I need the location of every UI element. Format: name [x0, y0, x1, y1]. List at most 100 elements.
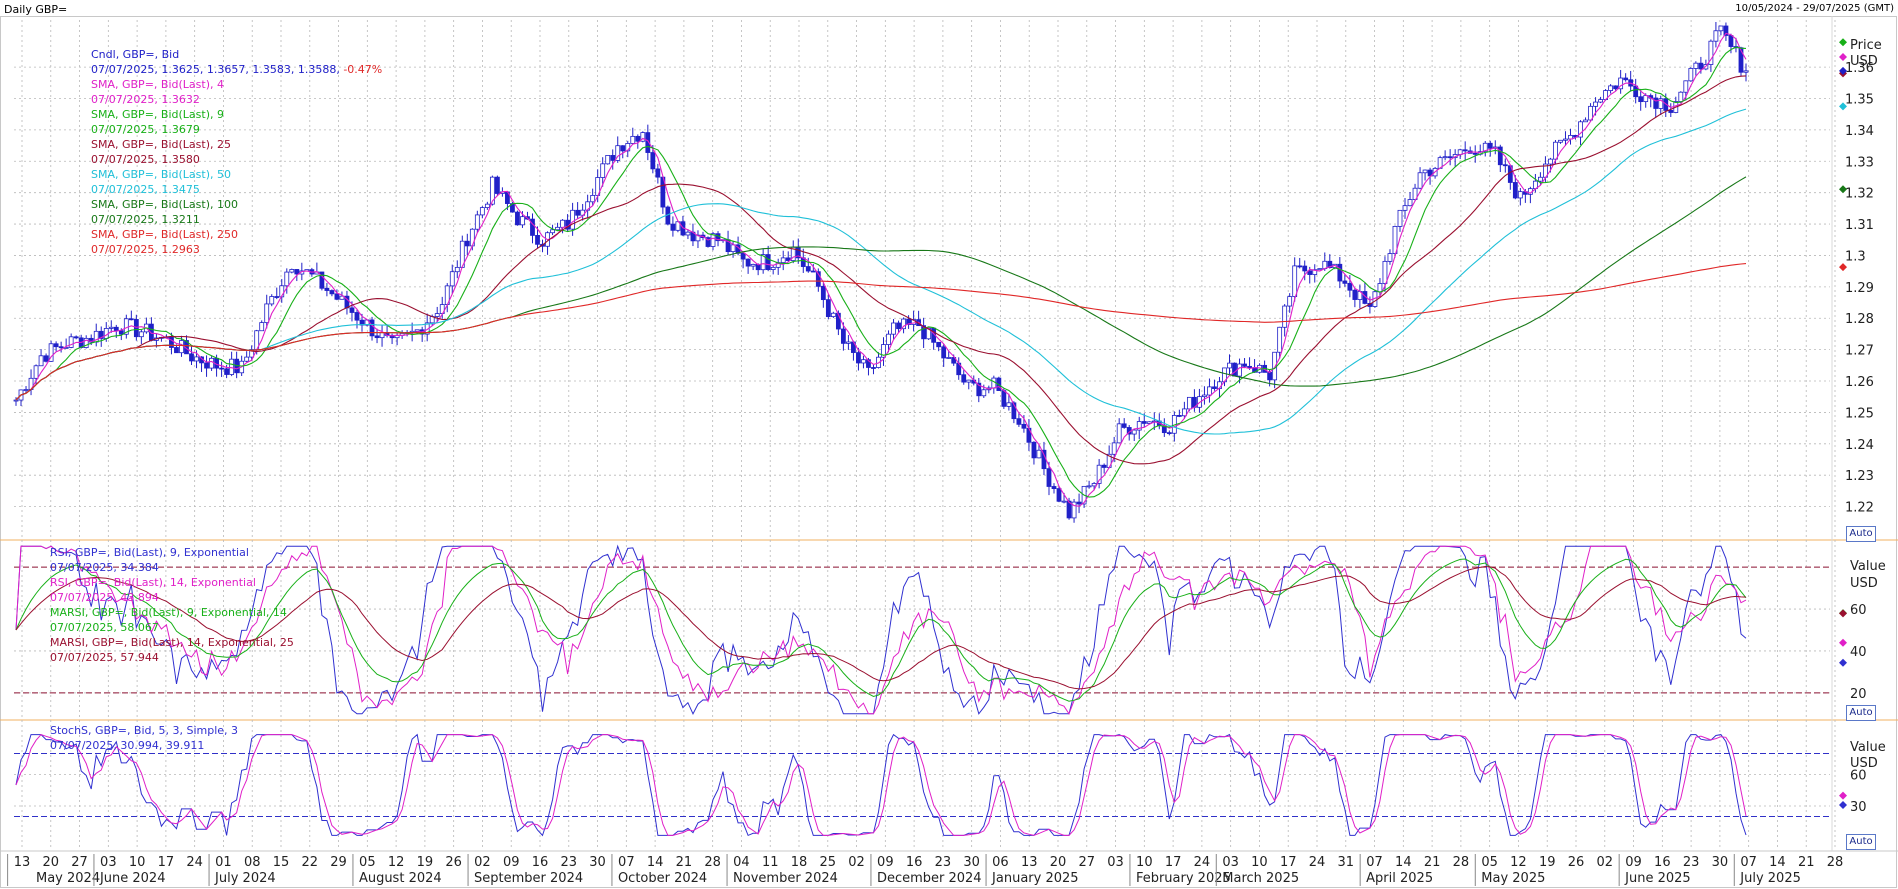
- candle-body: [73, 336, 79, 339]
- candle-body: [1176, 415, 1182, 417]
- candle-body: [319, 271, 325, 289]
- price-legend-value: 07/07/2025, 1.3475: [91, 183, 200, 196]
- stoch-series: [15, 733, 1747, 837]
- x-day-tick-label: 28: [1453, 855, 1470, 870]
- rsi-9-line: [15, 544, 1747, 715]
- candle-body: [936, 341, 942, 348]
- candle-body: [1031, 441, 1037, 459]
- candle-body: [1006, 402, 1012, 407]
- candle-body: [740, 252, 746, 260]
- x-day-tick-label: 09: [503, 855, 520, 870]
- candle-body: [1181, 408, 1187, 417]
- price-tick-label: 1.24: [1845, 438, 1874, 453]
- candle-body: [259, 322, 265, 332]
- price-legend-value: 07/07/2025, 1.3211: [91, 213, 200, 226]
- candle-body: [941, 346, 947, 359]
- candle-body: [535, 235, 540, 245]
- sma-50-line: [15, 108, 1747, 435]
- candle-body: [1512, 182, 1518, 199]
- price-tick-label: 1.34: [1845, 124, 1874, 139]
- candle-body: [23, 389, 29, 391]
- candle-body: [379, 332, 385, 339]
- candle-body: [1282, 305, 1288, 328]
- candle-body: [1638, 96, 1644, 103]
- rsi-tick-label: 60: [1850, 603, 1867, 618]
- x-day-tick-label: 03: [1222, 855, 1239, 870]
- candle-body: [981, 389, 987, 397]
- candle-body: [1658, 98, 1664, 109]
- candle-body: [334, 293, 340, 300]
- candle-body: [1061, 500, 1067, 503]
- x-day-tick-label: 02: [474, 855, 491, 870]
- candle-body: [570, 209, 576, 230]
- candle-body: [454, 266, 460, 273]
- candle-body: [1036, 449, 1042, 459]
- price-axis-header: Price: [1850, 38, 1882, 53]
- candle-body: [1076, 501, 1082, 505]
- x-day-tick-label: 09: [877, 855, 894, 870]
- x-month-tick-label: April 2025: [1366, 871, 1433, 886]
- rsi-last-marker: [1839, 609, 1847, 618]
- candle-body: [780, 257, 786, 264]
- candle-body: [1186, 396, 1192, 410]
- candle-body: [1548, 158, 1553, 165]
- candle-body: [670, 223, 676, 231]
- candle-body: [1287, 296, 1293, 307]
- x-day-tick-label: 06: [992, 855, 1009, 870]
- candle-body: [1387, 253, 1393, 262]
- candle-body: [901, 318, 906, 330]
- rsi-auto-button[interactable]: Auto: [1846, 705, 1876, 721]
- candle-body: [1412, 187, 1418, 200]
- candle-body: [1307, 270, 1313, 275]
- candle-body: [1086, 485, 1092, 488]
- candle-body: [840, 328, 846, 344]
- sma-last-marker: [1839, 38, 1847, 47]
- candle-body: [1292, 265, 1298, 298]
- candle-body: [1337, 263, 1343, 282]
- rsi-legend-value: 07/07/2025, 58.067: [50, 621, 159, 634]
- panel-frames: [0, 16, 1898, 888]
- price-legend-value: 07/07/2025, 1.3580: [91, 153, 200, 166]
- candle-body: [138, 331, 144, 338]
- candle-body: [13, 399, 19, 402]
- candle-body: [1633, 85, 1639, 98]
- candle-body: [620, 145, 626, 152]
- price-series: [13, 21, 1749, 523]
- price-legend-label: SMA, GBP=, Bid(Last), 9: [91, 108, 224, 121]
- candle-body: [1743, 70, 1749, 73]
- candle-body: [1302, 265, 1308, 272]
- sma-100-line: [15, 176, 1747, 401]
- candle-body: [1578, 121, 1583, 138]
- candle-body: [269, 296, 275, 305]
- price-auto-button[interactable]: Auto: [1846, 526, 1876, 542]
- candle-body: [1558, 139, 1563, 143]
- candle-body: [530, 218, 535, 236]
- x-day-tick-label: 11: [762, 855, 779, 870]
- x-day-tick-label: 29: [330, 855, 347, 870]
- candle-body: [560, 219, 565, 228]
- price-legend-label: SMA, GBP=, Bid(Last), 250: [91, 228, 238, 241]
- candle-body: [635, 135, 641, 142]
- candle-body: [1277, 326, 1283, 353]
- x-day-tick-label: 12: [388, 855, 405, 870]
- candle-body: [1016, 418, 1022, 425]
- candle-body: [520, 216, 525, 226]
- candle-body: [1538, 176, 1543, 182]
- candle-body: [1247, 365, 1252, 369]
- x-day-tick-label: 03: [1107, 855, 1124, 870]
- x-day-tick-label: 14: [647, 855, 664, 870]
- x-day-tick-label: 14: [1395, 855, 1412, 870]
- candle-body: [1242, 363, 1247, 367]
- candle-body: [1728, 35, 1734, 47]
- candle-body: [1643, 95, 1649, 103]
- x-day-tick-label: 05: [359, 855, 376, 870]
- x-day-tick-label: 19: [1539, 855, 1556, 870]
- candle-body: [294, 269, 300, 275]
- stoch-auto-button[interactable]: Auto: [1846, 834, 1876, 850]
- candle-body: [1101, 464, 1107, 468]
- candle-body: [1442, 156, 1448, 159]
- price-legend-label: Cndl, GBP=, Bid: [91, 48, 179, 61]
- candle-body: [846, 341, 851, 344]
- candle-body: [374, 335, 380, 339]
